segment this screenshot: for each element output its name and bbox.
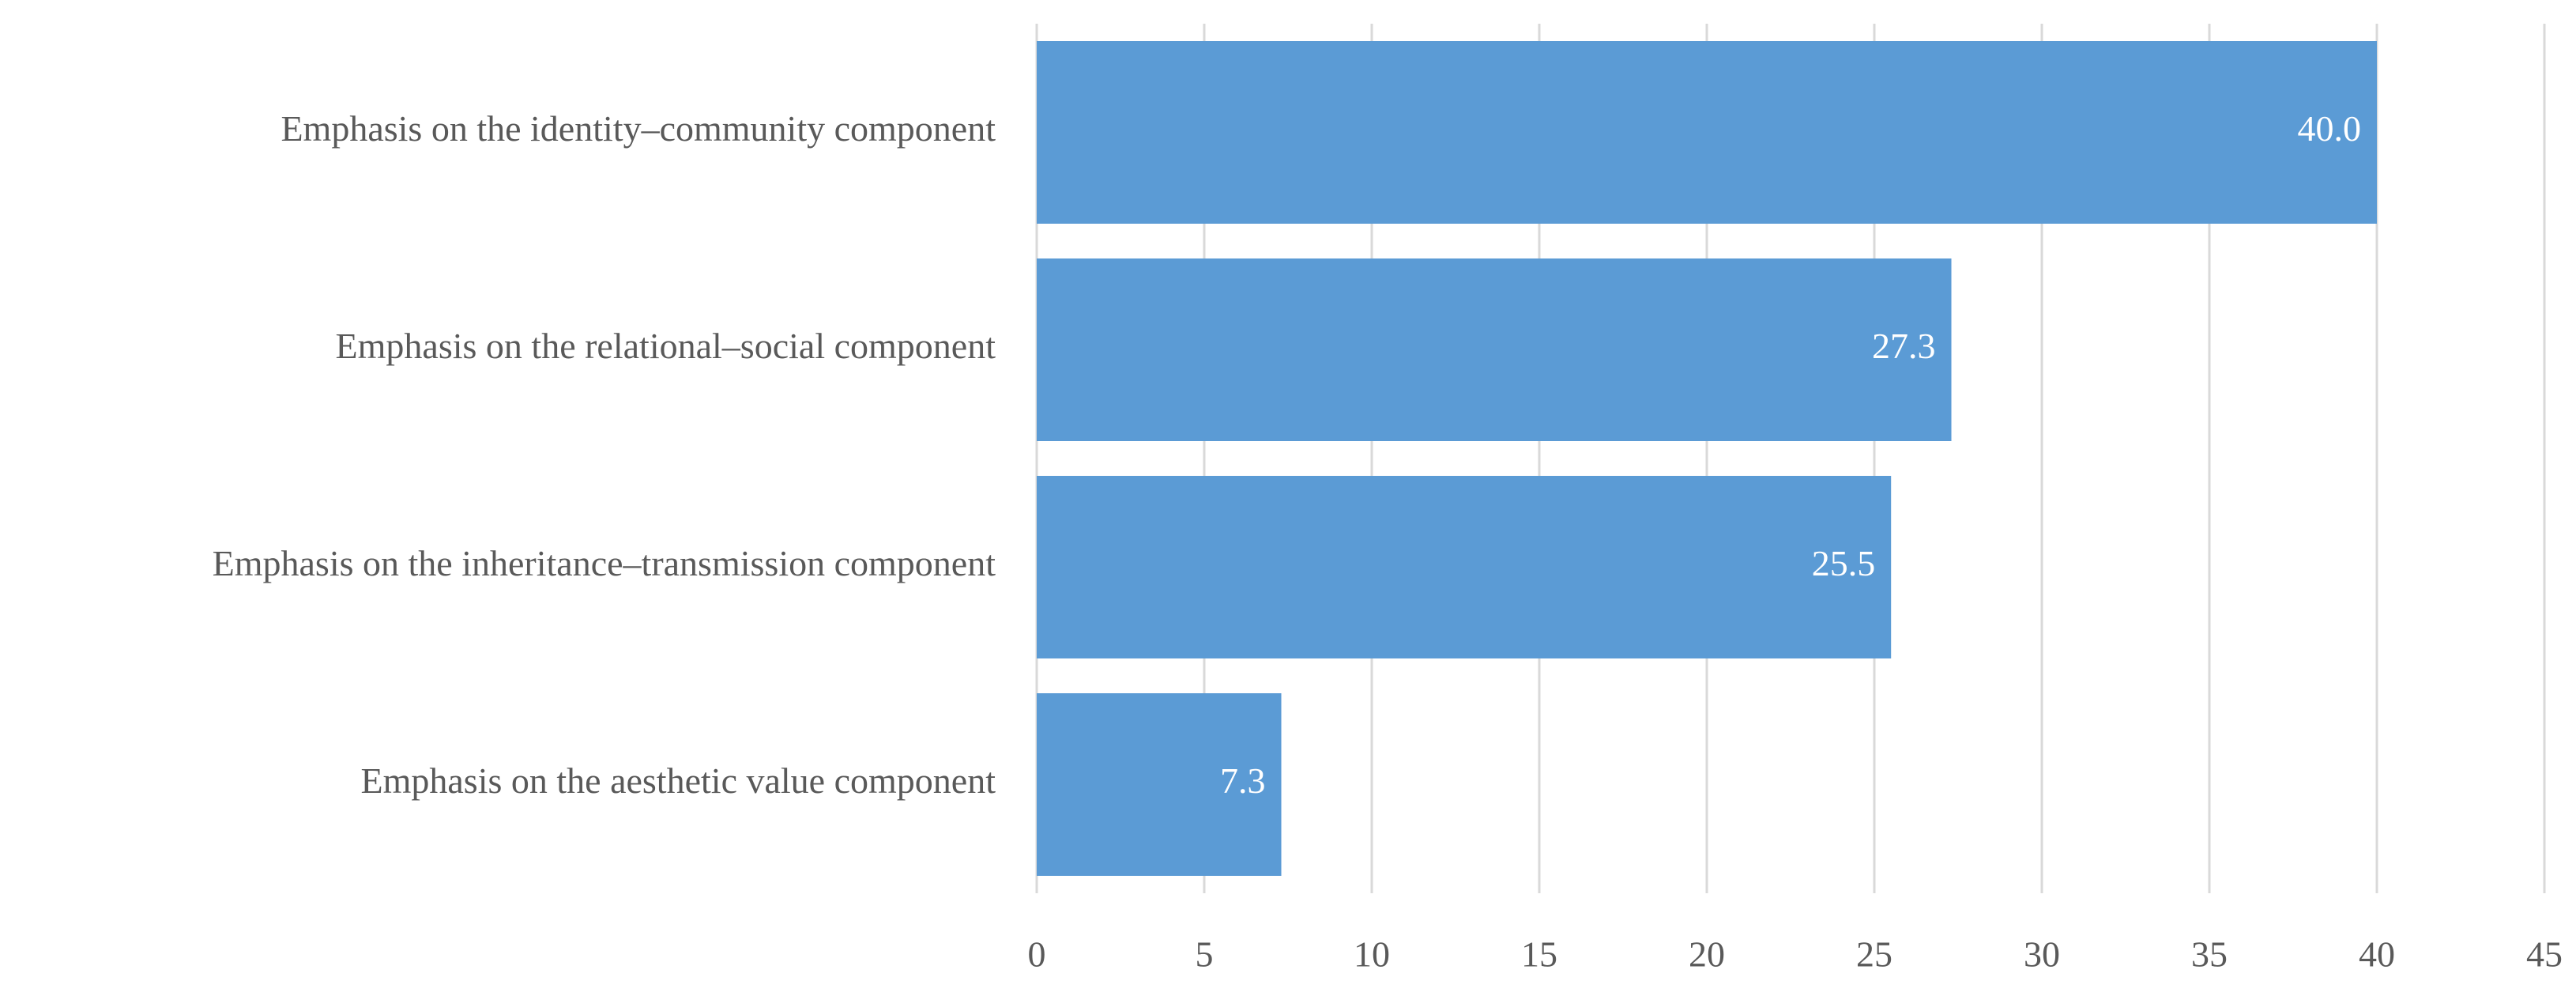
x-tick-label: 5	[1196, 934, 1214, 975]
x-tick-label: 0	[1028, 934, 1046, 975]
y-tick-label: Emphasis on the relational–social compon…	[336, 326, 996, 366]
data-label: 7.3	[1220, 760, 1266, 801]
bar	[1037, 693, 1282, 876]
x-tick-label: 20	[1689, 934, 1725, 975]
y-tick-label: Emphasis on the inheritance–transmission…	[213, 543, 996, 583]
x-tick-label: 15	[1521, 934, 1557, 975]
bar	[1037, 258, 1952, 441]
y-tick-label: Emphasis on the identity–community compo…	[281, 108, 996, 149]
data-label: 25.5	[1812, 543, 1876, 583]
y-tick-label: Emphasis on the aesthetic value componen…	[361, 760, 996, 801]
x-tick-label: 25	[1856, 934, 1892, 975]
x-tick-label: 30	[2024, 934, 2060, 975]
bar	[1037, 476, 1892, 658]
x-tick-label: 35	[2191, 934, 2228, 975]
data-label: 40.0	[2298, 108, 2362, 149]
x-tick-label: 10	[1354, 934, 1390, 975]
x-tick-label: 40	[2359, 934, 2395, 975]
data-label: 27.3	[1872, 326, 1936, 366]
x-tick-label: 45	[2526, 934, 2563, 975]
bar	[1037, 41, 2377, 224]
